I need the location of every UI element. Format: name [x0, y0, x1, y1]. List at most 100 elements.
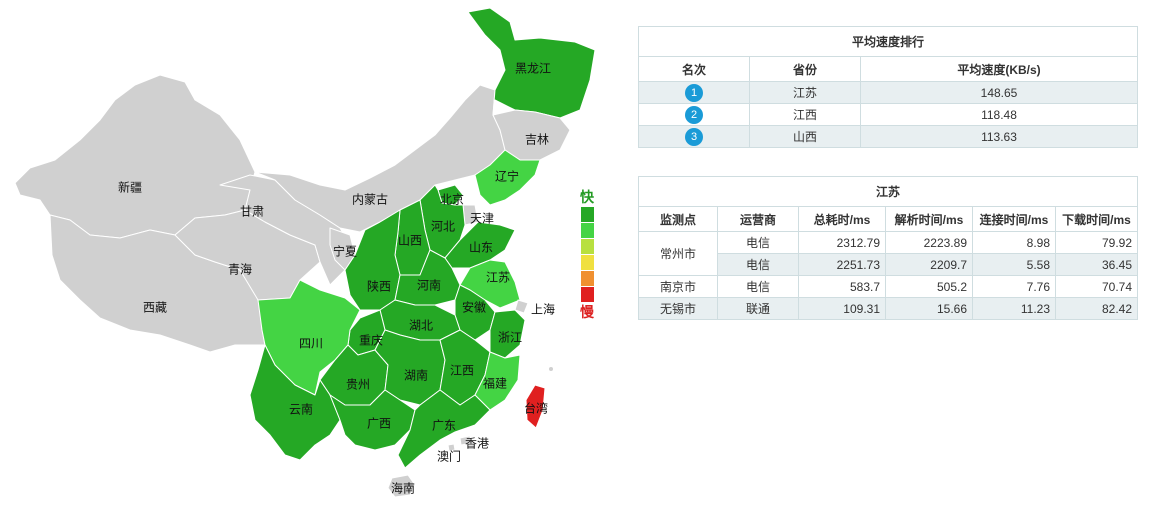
province-label-guangxi: 广西: [366, 416, 392, 431]
detail-dns-cell: 2223.89: [885, 231, 973, 254]
detail-rows: 常州市 电信 2312.79 2223.89 8.98 79.92 电信 2251.73 220…: [638, 231, 1138, 320]
province-label-taiwan: 台湾: [523, 401, 549, 416]
detail-connect-cell: 8.98: [972, 231, 1056, 254]
province-label-shaanxi: 陕西: [366, 279, 392, 294]
province-label-guangdong: 广东: [431, 418, 457, 433]
detail-isp-cell: 电信: [717, 231, 799, 254]
ranking-province-cell: 江西: [749, 103, 861, 126]
province-label-qinghai: 青海: [227, 262, 253, 277]
detail-site-cell: 常州市: [638, 231, 718, 276]
province-label-ningxia: 宁夏: [332, 244, 358, 259]
detail-dns-cell: 2209.7: [885, 253, 973, 276]
province-liaoning[interactable]: [474, 149, 541, 206]
ranking-speed-cell: 113.63: [860, 125, 1138, 148]
ranking-row: 2 江西 118.48: [638, 103, 1138, 126]
legend-fast-label: 快: [580, 189, 594, 205]
ranking-header-province: 省份: [749, 56, 861, 82]
province-label-hebei: 河北: [430, 219, 456, 234]
province-label-henan: 河南: [416, 278, 442, 293]
ranking-rank-cell: 1: [638, 81, 750, 104]
detail-total-cell: 2251.73: [798, 253, 886, 276]
ranking-header-speed: 平均速度(KB/s): [860, 56, 1138, 82]
legend-slow-label: 慢: [580, 304, 594, 320]
province-xinjiang[interactable]: [14, 74, 256, 239]
province-yunnan[interactable]: [249, 344, 341, 461]
ranking-province-cell: 山西: [749, 125, 861, 148]
province-label-shanxi: 山西: [397, 233, 423, 248]
province-label-xianggang: 香港: [464, 436, 490, 451]
province-label-chongqing: 重庆: [358, 333, 384, 348]
province-guangdong[interactable]: [397, 389, 491, 469]
detail-title: 江苏: [638, 176, 1138, 207]
detail-header-connect: 连接时间/ms: [972, 206, 1056, 232]
legend-swatches: [578, 207, 596, 302]
province-label-hubei: 湖北: [408, 318, 434, 333]
detail-isp-cell: 联通: [717, 297, 799, 320]
rank-badge: 3: [685, 127, 703, 146]
province-label-sichuan: 四川: [298, 336, 324, 351]
province-label-gansu: 甘肃: [239, 204, 265, 219]
detail-header-dns: 解析时间/ms: [885, 206, 973, 232]
legend-swatch: [580, 287, 594, 302]
ranking-rank-cell: 3: [638, 125, 750, 148]
ranking-rows: 1 江苏 148.65 2 江西 118.48 3 山西 113.63: [638, 81, 1138, 148]
detail-connect-cell: 5.58: [972, 253, 1056, 276]
province-label-fujian: 福建: [482, 376, 508, 391]
ranking-table: 平均速度排行 名次 省份 平均速度(KB/s) 1 江苏 148.65 2 江西 118.…: [638, 26, 1138, 148]
detail-header-isp: 运营商: [717, 206, 799, 232]
legend-swatch: [580, 255, 594, 270]
legend-swatch: [580, 239, 594, 254]
province-shandong[interactable]: [444, 221, 516, 269]
legend-swatch: [580, 271, 594, 286]
province-label-neimenggu: 内蒙古: [351, 192, 389, 207]
province-label-aomen: 澳门: [436, 449, 462, 464]
ranking-row: 3 山西 113.63: [638, 125, 1138, 148]
province-label-jiangsu: 江苏: [485, 270, 511, 285]
province-label-shanghai: 上海: [530, 302, 556, 317]
province-label-xizang: 西藏: [142, 300, 168, 315]
detail-dns-cell: 505.2: [885, 275, 973, 298]
detail-header-total: 总耗时/ms: [798, 206, 886, 232]
detail-download-cell: 82.42: [1055, 297, 1138, 320]
detail-site-cell: 无锡市: [638, 297, 718, 320]
province-aomen[interactable]: [447, 443, 456, 452]
province-xianggang[interactable]: [459, 435, 472, 446]
detail-row: 电信 2251.73 2209.7 5.58 36.45: [639, 253, 1138, 276]
detail-total-cell: 583.7: [798, 275, 886, 298]
detail-row: 常州市 电信 2312.79 2223.89 8.98 79.92: [638, 231, 1138, 276]
legend-swatch: [580, 223, 594, 238]
ranking-speed-cell: 118.48: [860, 103, 1138, 126]
province-taiwan[interactable]: [525, 384, 546, 429]
detail-header-site: 监测点: [638, 206, 718, 232]
detail-header-download: 下载时间/ms: [1055, 206, 1138, 232]
china-speed-map: 黑龙江 吉林 辽宁 新疆 内蒙古 甘肃 北京 天津 河北 山西 山东 宁夏 青海 西藏 陕西 河南 江苏 安徽 上海…: [14, 7, 596, 498]
speed-legend: 快 慢: [578, 188, 596, 321]
detail-connect-cell: 7.76: [972, 275, 1056, 298]
detail-site-cell: 南京市: [638, 275, 718, 298]
province-label-guizhou: 贵州: [345, 377, 371, 392]
rank-badge: 1: [685, 83, 703, 102]
province-label-anhui: 安徽: [461, 300, 487, 315]
province-jilin[interactable]: [492, 109, 571, 161]
province-label-xinjiang: 新疆: [117, 180, 143, 195]
legend-swatch: [580, 207, 594, 222]
detail-row: 南京市 电信 583.7 505.2 7.76 70.74: [638, 275, 1138, 298]
detail-download-cell: 70.74: [1055, 275, 1138, 298]
detail-isp-cell: 电信: [717, 253, 799, 276]
detail-total-cell: 2312.79: [798, 231, 886, 254]
province-label-heilongjiang: 黑龙江: [514, 61, 552, 76]
province-shanghai[interactable]: [514, 299, 529, 314]
province-label-shandong: 山东: [468, 240, 494, 255]
ranking-row: 1 江苏 148.65: [638, 81, 1138, 104]
detail-connect-cell: 11.23: [972, 297, 1056, 320]
province-label-jilin: 吉林: [524, 132, 550, 147]
detail-total-cell: 109.31: [798, 297, 886, 320]
ranking-header-rank: 名次: [638, 56, 750, 82]
province-hainan[interactable]: [387, 474, 416, 498]
detail-isp-cell: 电信: [717, 275, 799, 298]
ranking-title: 平均速度排行: [638, 26, 1138, 57]
detail-row: 无锡市 联通 109.31 15.66 11.23 82.42: [638, 297, 1138, 320]
ranking-speed-cell: 148.65: [860, 81, 1138, 104]
detail-dns-cell: 15.66: [885, 297, 973, 320]
province-label-tianjin: 天津: [469, 211, 495, 226]
